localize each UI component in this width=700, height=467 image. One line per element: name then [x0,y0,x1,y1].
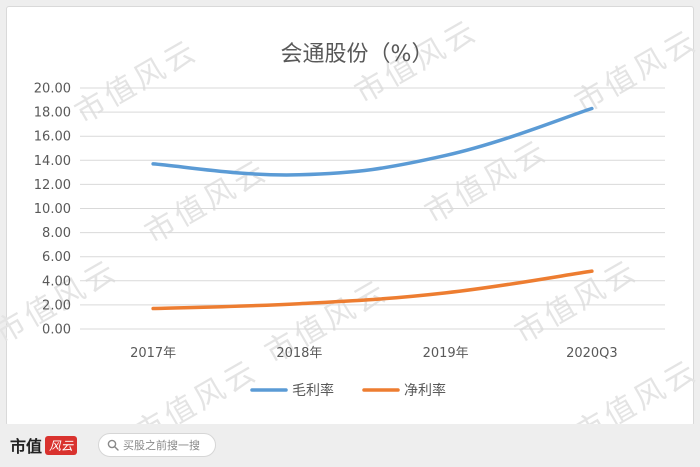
search-placeholder: 买股之前搜一搜 [123,439,200,452]
y-tick-label: 16.00 [34,130,71,145]
legend-label: 毛利率 [292,382,334,399]
x-tick-label: 2019年 [423,346,469,361]
search-icon [107,439,119,451]
y-tick-label: 14.00 [34,154,71,169]
footer: 市值 风云 买股之前搜一搜 [0,424,700,467]
series-line-1 [151,269,594,311]
y-tick-label: 0.00 [42,323,71,338]
line-chart: 会通股份（%） 0.00 2.00 4.00 6.00 8.00 10.00 12.00 14… [34,42,665,399]
series-line-0 [151,106,594,177]
x-tick-label: 2018年 [276,346,322,361]
search-box[interactable]: 买股之前搜一搜 [98,433,216,457]
x-tick-label: 2020Q3 [566,346,618,361]
x-tick-label: 2017年 [130,346,176,361]
y-tick-label: 8.00 [42,226,71,241]
chart-title: 会通股份（%） [281,42,434,67]
y-tick-label: 6.00 [42,250,71,265]
brand-text: 市值 [10,437,43,456]
y-tick-label: 20.00 [34,82,71,97]
legend-label: 净利率 [404,382,446,399]
brand-logo[interactable]: 市值 风云 [10,434,78,456]
chart-card: 市值风云 市值风云 市值风云 市值风云 市值风云 市值风云 市值风云 市值风云 … [0,6,700,451]
y-tick-label: 2.00 [42,298,71,313]
y-tick-label: 4.00 [42,274,71,289]
y-tick-label: 18.00 [34,106,71,121]
y-tick-label: 12.00 [34,178,71,193]
brand-badge: 风云 [45,435,78,455]
y-tick-label: 10.00 [34,202,71,217]
